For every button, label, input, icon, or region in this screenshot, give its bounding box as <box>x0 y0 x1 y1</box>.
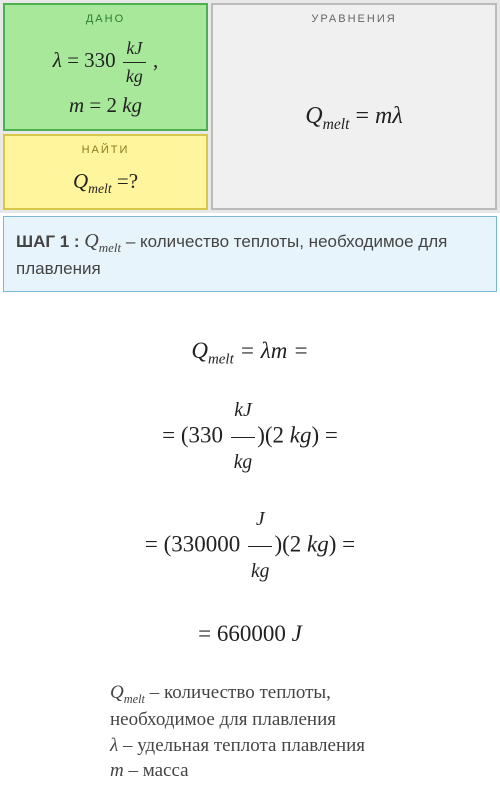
step-bar: ШАГ 1 : Qmelt – количество теплоты, необ… <box>3 216 497 292</box>
equations-header: УРАВНЕНИЯ <box>223 13 485 25</box>
calculation-block: Qmelt = λm = = (330 kJkg)(2 kg) = = (330… <box>0 295 500 680</box>
fraction-kj-kg: kJkg <box>123 35 146 90</box>
def-lambda: λ – удельная теплота плавления <box>110 733 440 759</box>
calc-line-4: = 660000 J <box>10 604 490 664</box>
definitions-block: Qmelt – количество теплоты, необходимое … <box>0 680 500 784</box>
equations-box: УРАВНЕНИЯ Qmelt = mλ <box>211 3 497 210</box>
find-content: Qmelt =? <box>15 166 196 200</box>
find-header: НАЙТИ <box>15 144 196 156</box>
calc-line-2: = (330 kJkg)(2 kg) = <box>10 386 490 489</box>
step-label: ШАГ 1 : <box>16 232 84 251</box>
equations-content: Qmelt = mλ <box>223 35 485 200</box>
given-box: ДАНО λ = 330 kJkg , m = 2 kg <box>3 3 208 131</box>
calc-line-1: Qmelt = λm = <box>10 321 490 381</box>
lambda-var: λ <box>53 48 62 72</box>
def-qmelt: Qmelt – количество теплоты, необходимое … <box>110 680 440 733</box>
given-header: ДАНО <box>15 13 196 25</box>
given-content: λ = 330 kJkg , m = 2 kg <box>15 35 196 121</box>
def-mass: m – масса <box>110 758 440 784</box>
calc-line-3: = (330000 Jkg)(2 kg) = <box>10 495 490 598</box>
find-box: НАЙТИ Qmelt =? <box>3 134 208 210</box>
mass-var: m <box>69 93 84 117</box>
problem-grid: ДАНО λ = 330 kJkg , m = 2 kg УРАВНЕНИЯ Q… <box>0 0 500 213</box>
